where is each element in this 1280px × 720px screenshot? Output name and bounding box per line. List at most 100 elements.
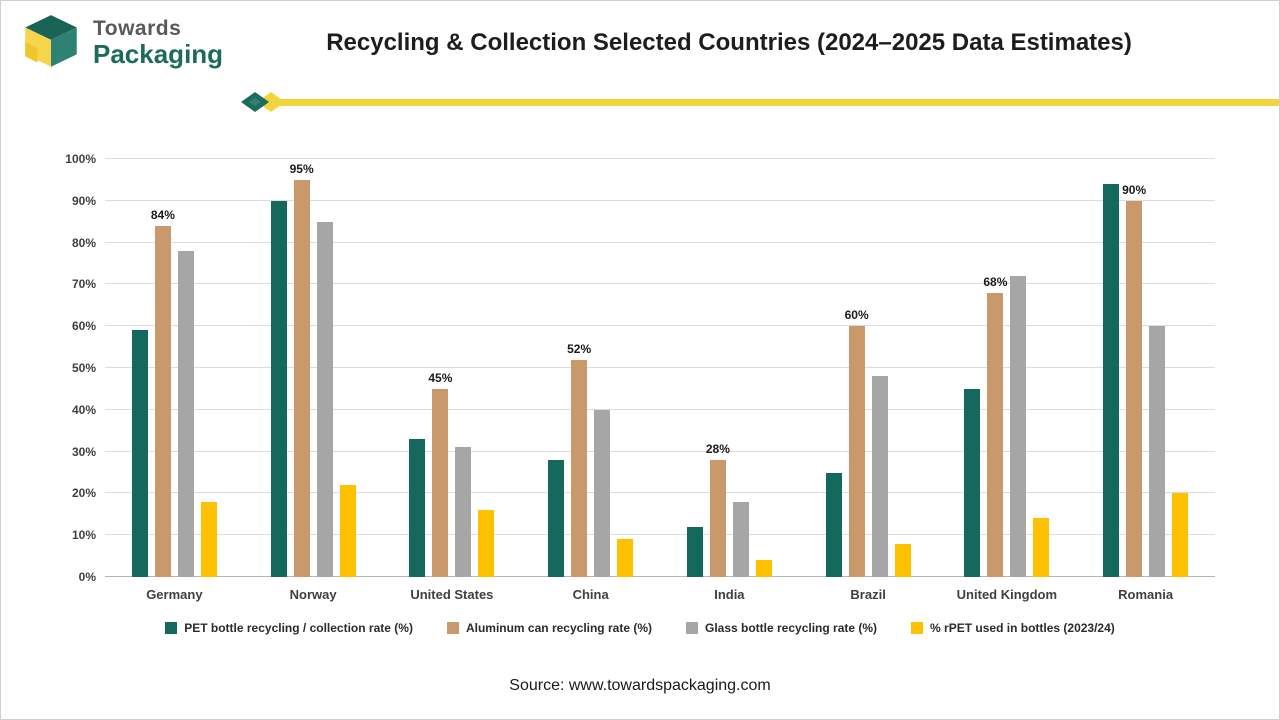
legend-swatch — [685, 622, 698, 634]
y-tick-label: 70% — [71, 277, 96, 292]
bar — [270, 200, 287, 577]
category-labels: Germany Norway United States China India Braz… — [105, 587, 1215, 602]
bar — [316, 221, 333, 577]
bar-value-label: 45% — [428, 370, 453, 385]
legend-label: Aluminum can recycling rate (%) — [465, 621, 652, 635]
legend-label: Glass bottle recycling rate (%) — [704, 621, 878, 635]
legend-item: Glass bottle recycling rate (%) — [685, 621, 878, 635]
bar — [617, 539, 634, 577]
bar-column — [177, 159, 194, 577]
brand-name-bottom: Packaging — [93, 38, 224, 69]
y-tick-label: 90% — [71, 193, 96, 208]
header-divider — [1, 89, 1279, 115]
bar — [548, 459, 565, 577]
bar-column — [478, 159, 495, 577]
category-label: Germany — [146, 587, 203, 602]
gridline: 60% — [72, 319, 1215, 333]
bar — [894, 543, 911, 577]
bar — [571, 359, 588, 577]
bar — [871, 376, 888, 577]
bar-column — [339, 159, 356, 577]
bar — [339, 485, 356, 577]
bar — [825, 472, 842, 577]
bar — [478, 510, 495, 577]
y-tick-label: 100% — [65, 152, 96, 166]
category-label: Norway — [289, 587, 337, 602]
y-tick-label: 10% — [71, 528, 96, 543]
bar — [200, 501, 217, 577]
bar-column — [409, 159, 426, 577]
brand-wordmark: Towards Packaging — [93, 17, 224, 69]
plot-area: 0% 10% 20% 30% 40% 50% 60% 70% 80% 90% 100% 84% 95% 4… — [65, 152, 1215, 602]
legend-swatch — [446, 622, 459, 634]
gridline: 70% — [72, 277, 1215, 291]
gridline: 10% — [72, 528, 1215, 542]
gridline: 90% — [72, 194, 1215, 208]
legend-item: Aluminum can recycling rate (%) — [446, 621, 652, 635]
legend-label: PET bottle recycling / collection rate (… — [184, 621, 413, 635]
bar-column — [871, 159, 888, 577]
category-label: China — [572, 587, 609, 602]
bar-column — [825, 159, 842, 577]
bar — [432, 388, 449, 577]
bar-column — [1033, 159, 1050, 577]
legend-item: PET bottle recycling / collection rate (… — [165, 621, 413, 635]
legend: PET bottle recycling / collection rate (… — [1, 621, 1279, 635]
category-label: India — [714, 587, 745, 602]
bar-column: 28% — [706, 159, 730, 577]
bar-value-label: 95% — [289, 161, 314, 176]
bar-group: 28% — [660, 159, 799, 577]
bar-group: 90% — [1076, 159, 1215, 577]
divider-line — [263, 99, 1279, 106]
bar — [1149, 326, 1166, 577]
bar-value-label: 52% — [567, 341, 592, 356]
chart-area: 0% 10% 20% 30% 40% 50% 60% 70% 80% 90% 100% 84% 95% 4… — [43, 149, 1223, 621]
bar — [409, 439, 426, 577]
bar-column — [455, 159, 472, 577]
bar — [987, 292, 1004, 577]
bar-column — [1149, 159, 1166, 577]
bar-value-label: 60% — [844, 308, 869, 323]
bar — [709, 459, 726, 577]
bar-value-label: 90% — [1122, 182, 1147, 197]
bar-group: 68% — [938, 159, 1077, 577]
bar-group: 95% — [244, 159, 383, 577]
bar-column: 45% — [428, 159, 452, 577]
bar-group: 84% — [105, 159, 244, 577]
y-tick-label: 20% — [71, 486, 96, 501]
y-tick-label: 60% — [71, 319, 96, 334]
legend-item: % rPET used in bottles (2023/24) — [911, 621, 1115, 635]
legend-swatch — [911, 622, 924, 634]
gridline: 100% — [65, 152, 1215, 166]
y-tick-label: 30% — [71, 444, 96, 459]
gridline: 40% — [72, 403, 1215, 417]
bar — [1033, 518, 1050, 577]
bar — [1126, 200, 1143, 577]
gridline: 20% — [72, 486, 1215, 500]
bar-group: 60% — [799, 159, 938, 577]
bar — [964, 388, 981, 577]
bar-column: 52% — [567, 159, 591, 577]
bar-column — [316, 159, 333, 577]
bar-group: 52% — [521, 159, 660, 577]
bar-column — [732, 159, 749, 577]
category-label: United Kingdom — [956, 587, 1058, 602]
bar — [1172, 493, 1189, 577]
bar-column — [617, 159, 634, 577]
bar — [177, 250, 194, 577]
bar — [154, 225, 171, 577]
bar-column — [1010, 159, 1027, 577]
bar-column: 90% — [1122, 159, 1146, 577]
bar — [732, 501, 749, 577]
bar-column — [548, 159, 565, 577]
gridline: 80% — [72, 236, 1215, 250]
bar-column — [200, 159, 217, 577]
gridline: 0% — [79, 570, 1215, 584]
y-tick-label: 40% — [71, 402, 96, 417]
gridline: 30% — [72, 445, 1215, 459]
bar — [594, 409, 611, 577]
bar-column: 60% — [845, 159, 869, 577]
source-text: Source: www.towardspackaging.com — [509, 677, 771, 694]
bar — [131, 330, 148, 577]
